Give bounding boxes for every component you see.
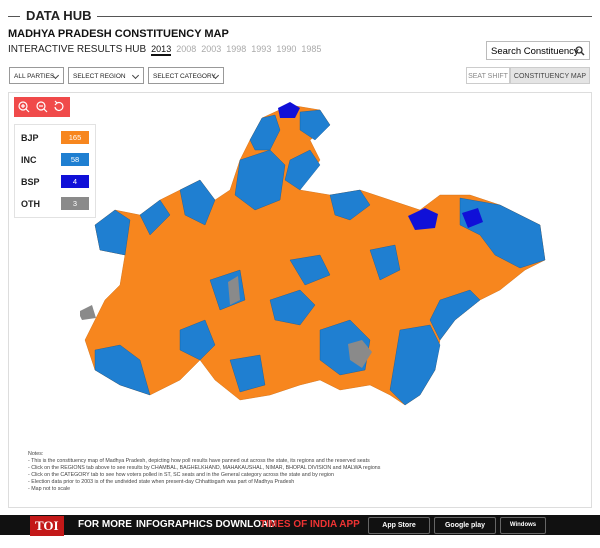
year-tab[interactable]: 1998 (226, 44, 247, 54)
legend-row: BSP 4 (21, 175, 91, 189)
tab[interactable]: CONSTITUENCY MAP (510, 67, 590, 84)
legend-row: BJP 165 (21, 131, 91, 145)
store-badge[interactable]: Google play (434, 517, 496, 534)
rule (8, 16, 592, 17)
legend: BJP 165 INC 58 BSP 4 OTH 3 (14, 124, 96, 218)
page-title: MADHYA PRADESH CONSTITUENCY MAP (8, 28, 229, 40)
page: DATA HUB MADHYA PRADESH CONSTITUENCY MAP… (0, 0, 600, 535)
legend-row: OTH 3 (21, 197, 91, 211)
year-tab[interactable]: 1990 (276, 44, 297, 54)
seat-count: 4 (61, 175, 89, 188)
store-badge[interactable]: App Store (368, 517, 430, 534)
section-title: DATA HUB (20, 8, 98, 23)
seat-count: 165 (61, 131, 89, 144)
notes: Notes: - This is the constituency map of … (28, 451, 380, 493)
footer-text: FOR MORE (78, 519, 132, 530)
inc-regions (94, 109, 546, 406)
legend-row: INC 58 (21, 153, 91, 167)
notes-heading: Notes: (28, 451, 44, 457)
map (80, 102, 546, 406)
note-line: - Map not to scale (28, 486, 71, 492)
year-tab[interactable]: 2013 (151, 44, 172, 56)
search-placeholder: Search Constituency (491, 46, 579, 57)
seat-count: 3 (61, 197, 89, 210)
dropdown[interactable]: SELECT CATEGORY (148, 67, 224, 84)
year-tab[interactable]: 2003 (201, 44, 222, 54)
oth-regions (80, 276, 372, 368)
brand: TOI (30, 516, 64, 536)
dropdown[interactable]: SELECT REGION (68, 67, 144, 84)
note-line: - Click on the CATEGORY tab to see how v… (28, 472, 334, 478)
note-line: - This is the constituency map of Madhya… (28, 458, 370, 464)
party-name: INC (21, 155, 37, 165)
store-badge[interactable]: Windows Phone (500, 517, 546, 543)
note-line: - Election data prior to 2003 is of the … (28, 479, 295, 485)
search-icon (575, 46, 585, 56)
party-name: BJP (21, 133, 39, 143)
party-name: OTH (21, 199, 40, 209)
note-line: - Click on the REGIONS tab above to see … (28, 465, 381, 471)
year-tab[interactable]: 1993 (251, 44, 272, 54)
seat-count: 58 (61, 153, 89, 166)
footer-text: INFOGRAPHICS DOWNLOAD (136, 519, 276, 530)
region (84, 104, 546, 406)
footer-app: TIMES OF INDIA APP (260, 519, 360, 530)
zoom-controls[interactable] (14, 97, 70, 117)
map-panel (8, 92, 592, 508)
tab[interactable]: SEAT SHIFT (466, 67, 510, 84)
year-tab[interactable]: 1985 (301, 44, 322, 54)
bsp-regions (278, 102, 483, 230)
party-name: BSP (21, 177, 40, 187)
zoom-icons (18, 100, 64, 113)
footer-banner: TOI FOR MORE INFOGRAPHICS DOWNLOAD TIMES… (0, 515, 600, 543)
year-tab[interactable]: 2008 (176, 44, 197, 54)
dropdown[interactable]: ALL PARTIES (9, 67, 64, 84)
subtitle-row: INTERACTIVE RESULTS HUB 2013 2008 2003 1998 1… (8, 44, 321, 56)
search-box[interactable]: Search Constituency (486, 41, 590, 60)
subtitle: INTERACTIVE RESULTS HUB (8, 44, 147, 55)
